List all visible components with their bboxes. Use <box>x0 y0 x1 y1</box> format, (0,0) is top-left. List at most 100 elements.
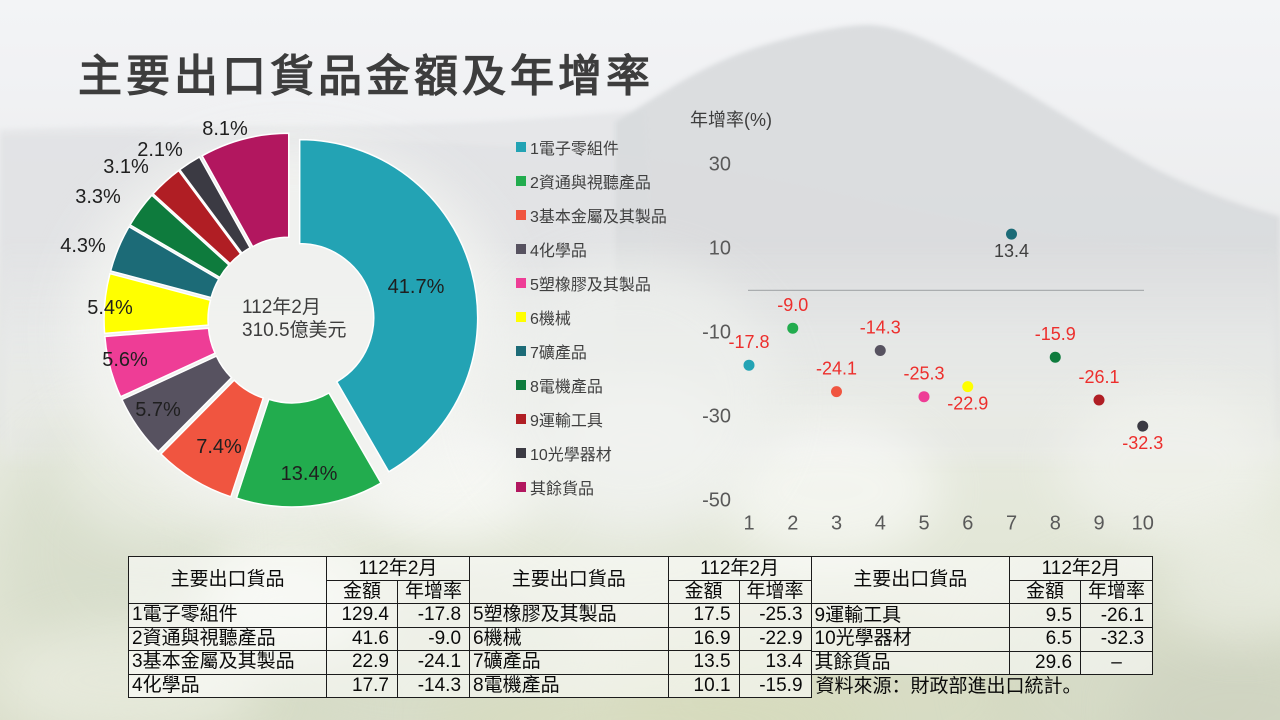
legend-swatch <box>516 380 526 390</box>
legend-swatch <box>516 482 526 492</box>
legend-item: 5塑橡膠及其製品 <box>516 273 667 294</box>
legend-swatch <box>516 142 526 152</box>
table-cell-yoy: -26.1 <box>1080 603 1154 628</box>
table-cell-amount: 6.5 <box>1009 626 1082 652</box>
legend-label: 5塑橡膠及其製品 <box>530 277 651 294</box>
pie-slice-2 <box>235 391 383 508</box>
table-row: 4化學品 17.7 -14.3 <box>128 673 471 698</box>
pie-slice-11 <box>201 132 290 248</box>
table-header-item: 主要出口貨品 <box>128 556 327 604</box>
scatter-point-label: -9.0 <box>777 295 808 315</box>
table-row: 8電機產品 10.1 -15.9 <box>470 673 812 698</box>
legend-swatch <box>516 312 526 322</box>
background-flower-blob <box>1060 390 1280 540</box>
legend-label: 1電子零組件 <box>530 141 619 158</box>
legend-item: 6機械 <box>516 307 667 328</box>
table-cell-item: 其餘貨品 <box>811 650 1011 676</box>
pie-slice-9 <box>151 169 242 265</box>
table-cell-item: 10光學器材 <box>811 626 1011 652</box>
export-table-2: 主要出口貨品 112年2月 金額 年增率 5塑橡膠及其製品 17.5 -25.3 6機械 16.… <box>470 556 812 698</box>
legend-swatch <box>516 346 526 356</box>
table-row: 6機械 16.9 -22.9 <box>470 626 812 651</box>
scatter-point-label: -26.1 <box>1078 367 1119 387</box>
table-cell-item: 9運輸工具 <box>811 603 1011 628</box>
legend-swatch <box>516 278 526 288</box>
scatter-xtick-label: 10 <box>1132 513 1154 535</box>
scatter-point-7 <box>1006 228 1017 240</box>
table-cell-amount: 10.1 <box>667 673 740 698</box>
pie-slice-label: 7.4% <box>196 436 242 458</box>
scatter-xtick-label: 5 <box>918 513 929 535</box>
pie-slice-8 <box>129 194 230 279</box>
table-row: 其餘貨品 29.6– <box>811 650 1154 676</box>
table-cell-item: 8電機產品 <box>470 673 669 698</box>
scatter-point-label: -14.3 <box>860 318 901 338</box>
pie-slice-label: 5.7% <box>135 399 181 421</box>
pie-slice-label: 5.6% <box>102 349 148 371</box>
legend-item: 3基本金屬及其製品 <box>516 205 667 226</box>
table-cell-amount: 13.5 <box>667 650 740 675</box>
pie-slice-label: 41.7% <box>388 276 445 298</box>
scatter-point-label: -17.8 <box>728 332 769 352</box>
table-header-yoy: 年增率 <box>1080 580 1154 605</box>
table-cell-item: 5塑橡膠及其製品 <box>470 603 669 628</box>
legend-label: 4化學品 <box>530 243 587 260</box>
table-header-period: 112年2月 <box>325 556 471 581</box>
pie-slice-label: 5.4% <box>87 297 133 319</box>
pie-slice-10 <box>178 155 252 255</box>
table-row: 3基本金屬及其製品 22.9 -24.1 <box>128 650 471 675</box>
table-row: 7礦產品 13.5 13.4 <box>470 650 812 675</box>
legend-swatch <box>516 176 526 186</box>
table-cell-item: 1電子零組件 <box>128 603 327 628</box>
scatter-point-6 <box>962 381 974 393</box>
table-cell-yoy: -24.1 <box>396 650 471 675</box>
table-cell-amount: 29.6 <box>1009 650 1082 676</box>
table-cell-yoy: 13.4 <box>738 650 812 675</box>
table-cell-yoy: -22.9 <box>738 626 812 651</box>
scatter-axis-title: 年增率(%) <box>690 110 772 130</box>
table-header-item: 主要出口貨品 <box>811 555 1011 605</box>
table-cell-amount: 16.9 <box>667 626 740 651</box>
table-cell-amount: 41.6 <box>326 626 398 651</box>
scatter-point-4 <box>874 345 886 356</box>
legend-label: 其餘貨品 <box>530 481 595 498</box>
export-table-1: 主要出口貨品 112年2月 金額 年增率 1電子零組件 129.4 -17.8 2資通與視聽產… <box>128 556 471 698</box>
legend-label: 6機械 <box>530 311 571 328</box>
pie-slice-label: 3.3% <box>75 186 121 208</box>
table-row: 5塑橡膠及其製品 17.5 -25.3 <box>470 603 812 628</box>
legend-item: 9運輸工具 <box>516 409 667 430</box>
legend-item: 其餘貨品 <box>516 477 667 498</box>
scatter-ytick-label: -10 <box>702 321 731 343</box>
legend-label: 2資通與視聽產品 <box>530 175 651 192</box>
legend-item: 8電機產品 <box>516 375 667 396</box>
scatter-ytick-label: 10 <box>709 237 731 259</box>
scatter-point-label: -15.9 <box>1035 324 1076 344</box>
table-cell-yoy: -17.8 <box>396 603 471 628</box>
legend-swatch <box>516 414 526 424</box>
pie-slice-label: 4.3% <box>60 235 106 257</box>
table-row: 10光學器材 6.5 -32.3 <box>811 626 1154 652</box>
pie-slice-7 <box>109 225 220 299</box>
table-header-item: 主要出口貨品 <box>470 556 669 604</box>
scatter-xtick-label: 6 <box>962 513 973 535</box>
scatter-point-label: -25.3 <box>903 364 944 384</box>
table-header-period: 112年2月 <box>667 556 812 581</box>
table-header-period: 112年2月 <box>1009 555 1154 582</box>
pie-slice-label: 13.4% <box>281 463 338 485</box>
legend-label: 8電機產品 <box>530 379 603 396</box>
scatter-point-5 <box>918 391 930 403</box>
legend-item: 10光學器材 <box>516 443 667 464</box>
legend-label: 7礦產品 <box>530 345 587 362</box>
chart-legend: 1電子零組件 2資通與視聽產品 3基本金屬及其製品 4化學品 5塑橡膠及其製品 6機械 7礦… <box>516 137 667 511</box>
pie-slice-3 <box>159 379 265 498</box>
pie-slice-label: 8.1% <box>202 118 248 140</box>
table-row: 1電子零組件 129.4 -17.8 <box>128 603 471 628</box>
scatter-point-8 <box>1049 351 1061 363</box>
table-cell-item: 6機械 <box>470 626 669 651</box>
scatter-xtick-label: 1 <box>743 513 754 535</box>
scatter-xtick-label: 7 <box>1006 513 1017 535</box>
export-table-3: 主要出口貨品 112年2月 金額 年增率 9運輸工具 9.5 -26.1 10光學器材 6.5-… <box>811 555 1154 698</box>
table-header-yoy: 年增率 <box>396 580 471 604</box>
donut-center-amount: 310.5億美元 <box>242 320 347 341</box>
